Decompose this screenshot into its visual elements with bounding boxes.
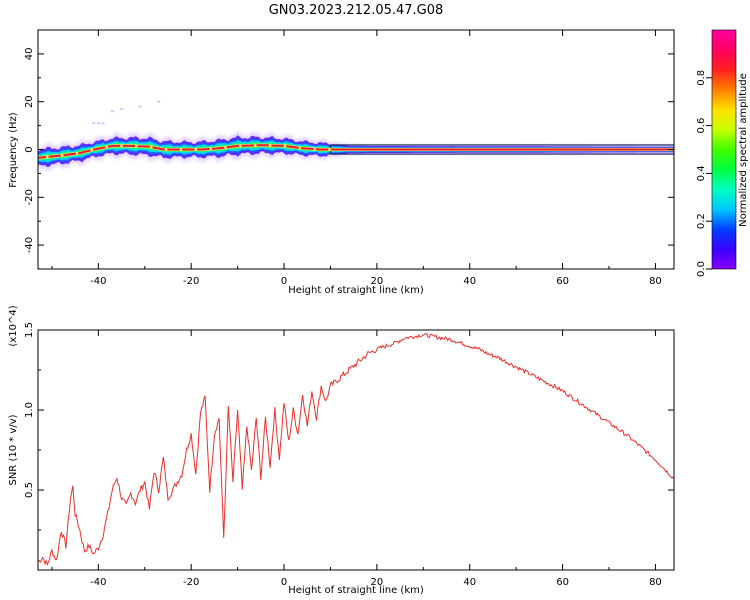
spectrogram-x-tick-label: -40 <box>90 276 106 287</box>
spectrogram-carrier-dot <box>209 147 212 151</box>
spectrogram-y-tick-label: 40 <box>24 48 35 61</box>
spectrogram-y-label: Frequency (Hz) <box>8 112 19 188</box>
snr-y-tick-label: 1.5 <box>24 322 35 338</box>
colorbar-frame <box>711 29 737 270</box>
snr-x-axis: -40 -20 0 20 40 60 80 <box>51 330 662 588</box>
snr-y-tick-label: 1.0 <box>24 402 35 418</box>
snr-x-tick-label: 40 <box>463 577 476 588</box>
snr-panel: -40 -20 0 20 40 60 80 0.5 1.0 1.5 Height of stra… <box>8 305 675 596</box>
snr-x-tick-label: 0 <box>281 577 287 588</box>
spectrogram-content <box>38 100 674 172</box>
spectrogram-x-tick-label: -20 <box>183 276 199 287</box>
snr-y-tick-label: 0.5 <box>24 482 35 498</box>
spectrogram-y-tick-label: -40 <box>24 237 35 253</box>
spectrogram-x-tick-label: 80 <box>649 276 662 287</box>
colorbar-tick-label: 0.8 <box>696 70 707 86</box>
colorbar-gradient <box>712 30 736 269</box>
spectrogram-band-layer <box>38 140 674 163</box>
snr-x-tick-label: -40 <box>90 577 106 588</box>
spectrogram-faint-feature <box>92 122 96 125</box>
colorbar-tick-label: 0.4 <box>696 165 707 181</box>
spectrogram-carrier-dot <box>224 146 227 149</box>
snr-y-label: SNR (10 * v/v) <box>8 414 19 485</box>
spectrogram-carrier-dot <box>298 146 302 150</box>
snr-x-tick-label: 60 <box>556 577 569 588</box>
spectrogram-panel: -40 -20 0 20 40 60 80 -40 -20 0 20 40 Height of st… <box>8 29 675 296</box>
spectrogram-carrier-dot <box>105 145 108 149</box>
spectrogram-carrier-dot <box>313 147 316 151</box>
spectrogram-carrier-dot <box>328 148 331 151</box>
spectrogram-carrier-dot <box>150 145 153 149</box>
spectrogram-faint-feature <box>120 107 124 110</box>
spectrogram-faint-feature <box>157 100 161 103</box>
spectrogram-carrier-dot <box>164 148 168 151</box>
spectrogram-x-tick-label: 40 <box>463 276 476 287</box>
spectrogram-x-label: Height of straight line (km) <box>288 285 424 296</box>
spectrogram-x-axis: -40 -20 0 20 40 60 80 <box>51 30 662 287</box>
spectrogram-carrier-dot <box>120 144 123 148</box>
spectrogram-carrier-dot <box>268 144 272 147</box>
colorbar-tick-label: 0.2 <box>696 213 707 229</box>
colorbar-ticks: 0.0 0.2 0.4 0.6 0.8 <box>696 70 712 277</box>
spectrogram-carrier-dot <box>90 148 94 152</box>
spectrogram-carrier-dot <box>46 155 49 159</box>
colorbar-tick-label: 0.6 <box>696 118 707 134</box>
snr-x-tick-label: 80 <box>649 577 662 588</box>
snr-x-tick-label: -20 <box>183 577 199 588</box>
spectrogram-carrier-dot <box>254 144 257 147</box>
spectrogram-faint-feature <box>96 122 100 125</box>
spectrogram-faint-feature <box>101 122 105 125</box>
spectrogram-x-tick-label: 20 <box>371 276 384 287</box>
spectrogram-carrier-dot <box>194 148 198 151</box>
spectrogram-carrier-dot <box>60 154 64 157</box>
spectrogram-carrier-dot <box>135 144 138 148</box>
spectrogram-x-tick-label: 0 <box>281 276 287 287</box>
spectrogram-carrier-dot <box>75 152 79 155</box>
spectrogram-carrier-dot <box>283 144 287 148</box>
colorbar: 0.0 0.2 0.4 0.6 0.8 Normalized spectral ampl… <box>696 29 749 277</box>
spectrogram-y-tick-label: 20 <box>24 95 35 108</box>
snr-y-multiplier: (x10^4) <box>8 305 19 346</box>
spectrogram-carrier-dot <box>179 148 183 151</box>
snr-x-tick-label: 20 <box>371 577 384 588</box>
spectrogram-faint-feature <box>138 105 142 108</box>
spectrogram-y-tick-label: 0 <box>24 146 35 152</box>
spectrogram-faint-feature <box>110 110 114 113</box>
snr-y-axis: 0.5 1.0 1.5 <box>24 322 674 531</box>
spectrogram-carrier-line <box>38 144 674 159</box>
spectrogram-carrier-dot <box>239 144 242 148</box>
colorbar-label: Normalized spectral amplitude <box>738 73 749 227</box>
snr-series-line <box>38 332 674 566</box>
spectrogram-y-tick-label: -20 <box>24 189 35 205</box>
spectrogram-x-tick-label: 60 <box>556 276 569 287</box>
spectrogram-y-axis: -40 -20 0 20 40 <box>24 29 674 270</box>
colorbar-tick-label: 0.0 <box>696 261 707 277</box>
snr-content <box>38 332 674 566</box>
snr-x-label: Height of straight line (km) <box>288 585 424 596</box>
figure-title: GN03.2023.212.05.47.G08 <box>269 3 444 18</box>
spectrogram-band-layer <box>38 142 674 161</box>
